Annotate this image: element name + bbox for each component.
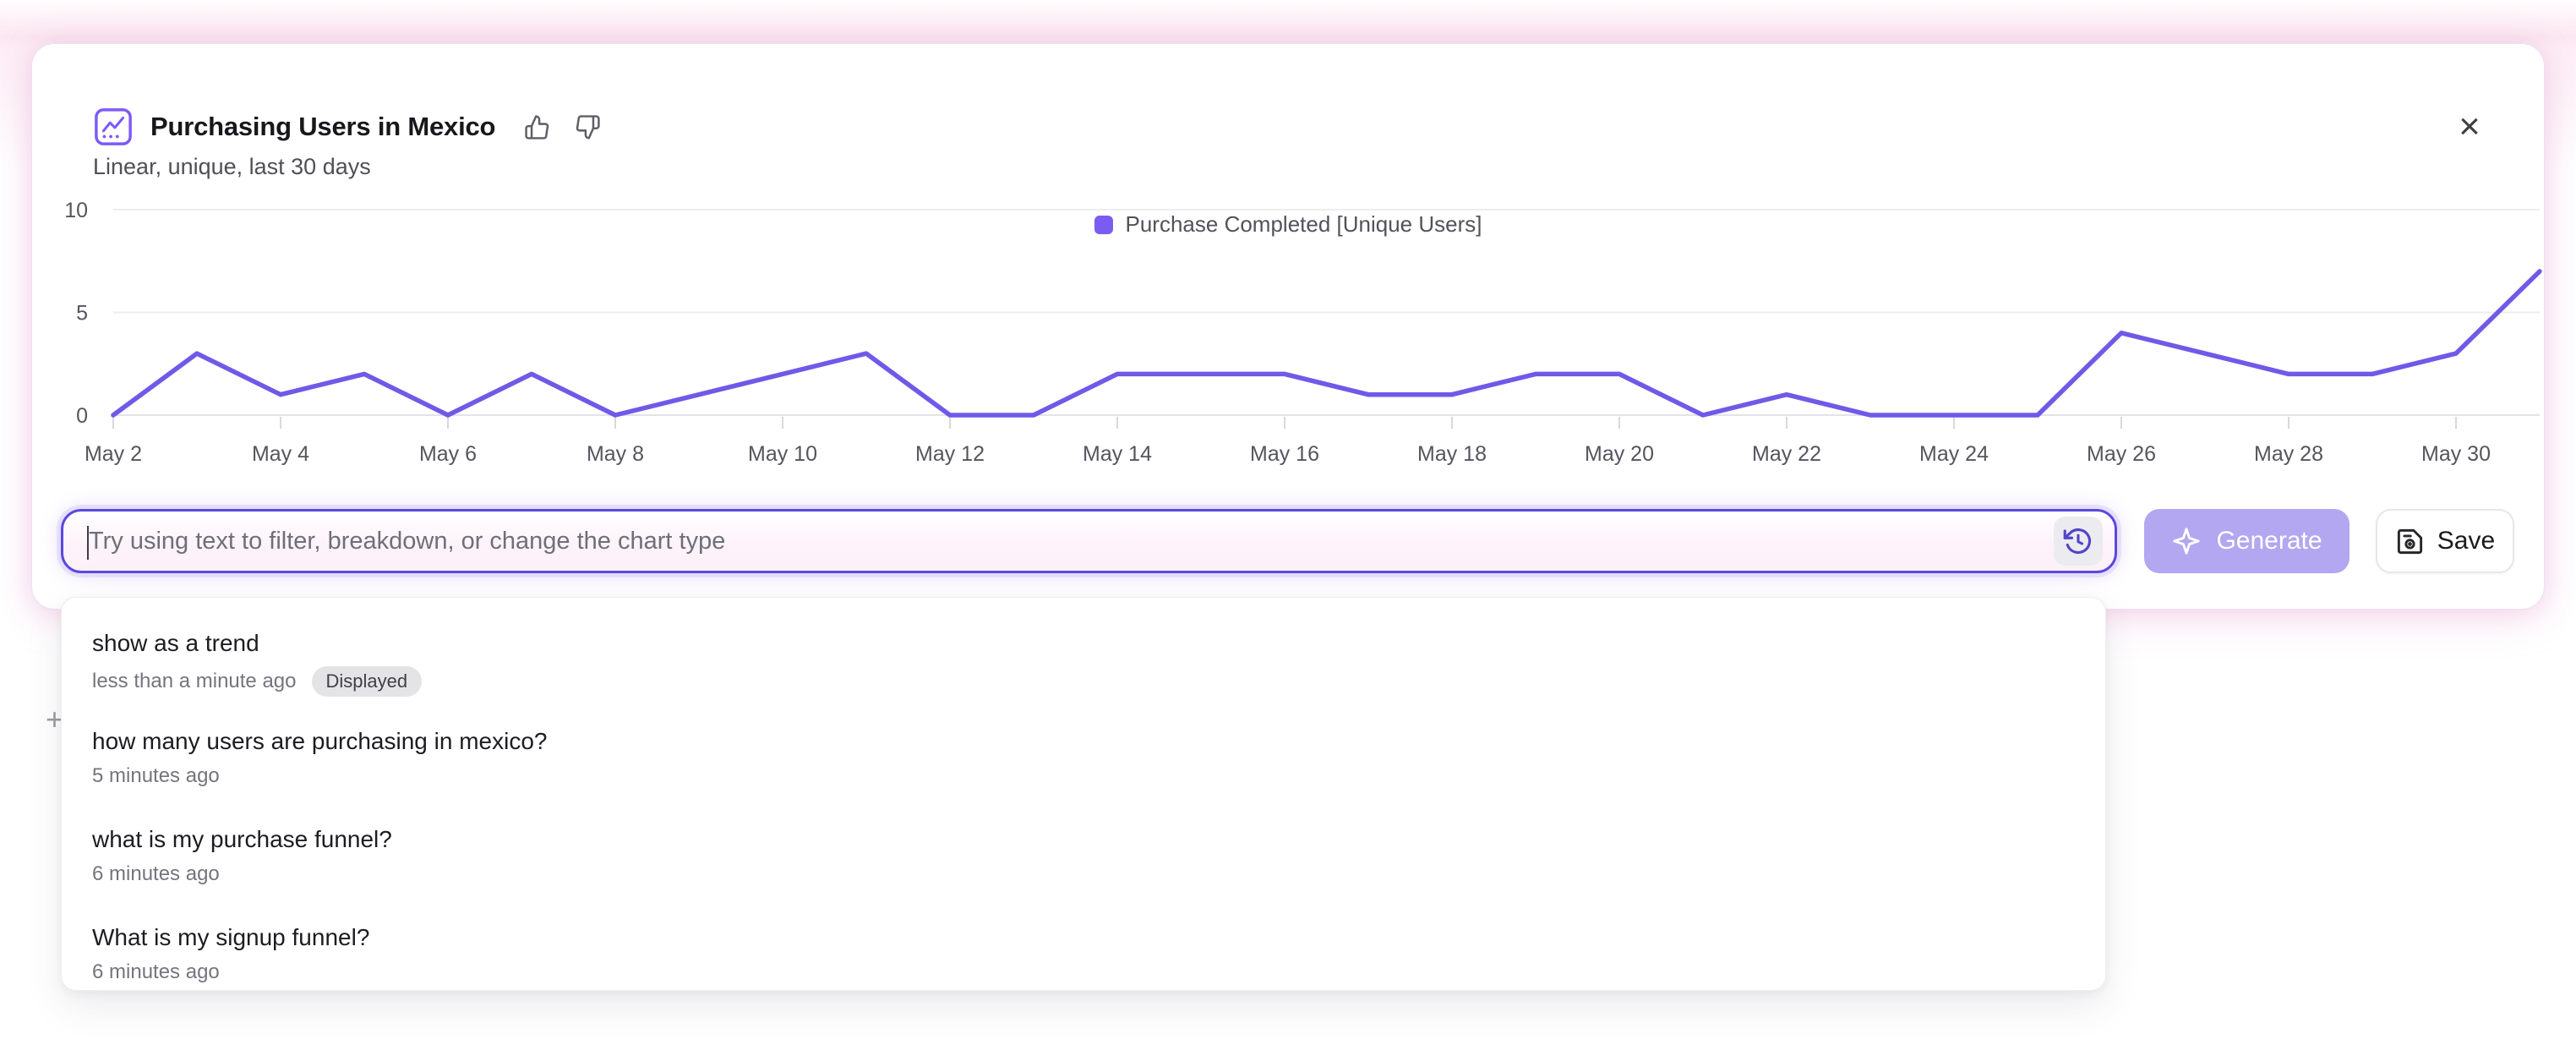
history-item-title: show as a trend bbox=[92, 630, 259, 656]
history-item-time: less than a minute ago bbox=[92, 670, 297, 692]
chart-subtitle: Linear, unique, last 30 days bbox=[93, 154, 371, 179]
text-caret bbox=[87, 526, 89, 560]
history-item-meta: 6 minutes ago bbox=[92, 862, 2075, 886]
history-button[interactable] bbox=[2054, 517, 2103, 566]
history-item-meta: 5 minutes ago bbox=[92, 764, 2075, 788]
prompt-text-field[interactable] bbox=[89, 527, 2054, 555]
save-label: Save bbox=[2437, 527, 2496, 555]
history-item-title: what is my purchase funnel? bbox=[92, 826, 392, 852]
history-item-title: how many users are purchasing in mexico? bbox=[92, 728, 548, 754]
legend-swatch bbox=[1094, 215, 1113, 234]
close-button[interactable]: × bbox=[2448, 105, 2491, 149]
generate-label: Generate bbox=[2216, 527, 2322, 555]
thumbs-up-icon[interactable] bbox=[522, 112, 551, 141]
sparkle-icon bbox=[2173, 528, 2201, 555]
history-item[interactable]: what is my purchase funnel? 6 minutes ago bbox=[62, 812, 2105, 911]
history-item[interactable]: how many users are purchasing in mexico?… bbox=[62, 714, 2105, 812]
history-item-time: 5 minutes ago bbox=[92, 764, 220, 787]
legend-label: Purchase Completed [Unique Users] bbox=[1125, 211, 1482, 237]
history-item-time: 6 minutes ago bbox=[92, 862, 220, 885]
displayed-badge: Displayed bbox=[311, 666, 423, 697]
line-chart-icon bbox=[93, 107, 134, 147]
history-item-title: What is my signup funnel? bbox=[92, 924, 370, 950]
thumbs-down-icon[interactable] bbox=[573, 112, 602, 141]
history-item-time: 6 minutes ago bbox=[92, 960, 220, 983]
card-header: Purchasing Users in Mexico bbox=[93, 107, 602, 147]
history-clock-icon bbox=[2063, 528, 2091, 555]
history-item[interactable]: show as a trend less than a minute ago Dis… bbox=[62, 616, 2105, 714]
history-item-meta: less than a minute ago Displayed bbox=[92, 666, 2075, 697]
generate-button[interactable]: Generate bbox=[2144, 509, 2350, 573]
history-item[interactable]: What is my signup funnel? 6 minutes ago bbox=[62, 911, 2105, 990]
chart-legend: Purchase Completed [Unique Users] bbox=[32, 211, 2544, 238]
save-button[interactable]: Save bbox=[2376, 509, 2514, 573]
prompt-input[interactable] bbox=[61, 509, 2117, 573]
plus-glyph: + bbox=[46, 702, 64, 736]
card-title: Purchasing Users in Mexico bbox=[150, 112, 496, 141]
history-dropdown: show as a trend less than a minute ago Dis… bbox=[61, 597, 2106, 991]
history-item-meta: 6 minutes ago bbox=[92, 960, 2075, 984]
save-icon bbox=[2397, 528, 2422, 554]
